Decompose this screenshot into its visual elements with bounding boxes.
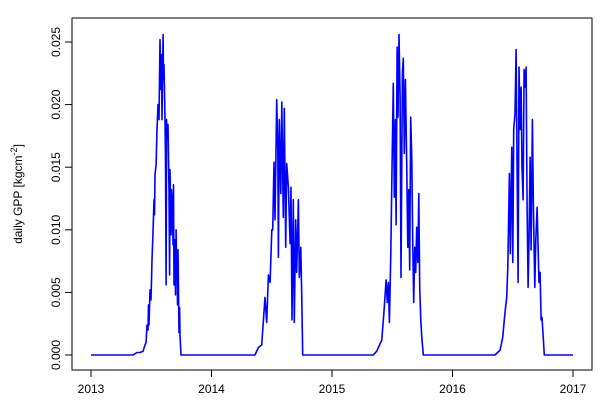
x-tick-label: 2015 bbox=[319, 382, 346, 396]
x-tick-label: 2017 bbox=[560, 382, 587, 396]
y-axis: 0.000 0.005 0.010 0.015 0.020 0.025 bbox=[49, 27, 73, 370]
y-axis-title: daily GPP [kgcm-2] bbox=[9, 144, 25, 244]
y-axis-title-close: ] bbox=[11, 144, 25, 147]
y-tick-label: 0.000 bbox=[49, 340, 63, 370]
x-axis: 2013 2014 2015 2016 2017 bbox=[78, 369, 587, 396]
y-tick-label: 0.015 bbox=[49, 152, 63, 182]
series-group bbox=[91, 33, 573, 356]
x-tick-label: 2016 bbox=[439, 382, 466, 396]
y-tick-label: 0.020 bbox=[49, 89, 63, 119]
gpp-series-line bbox=[91, 33, 573, 356]
x-tick-label: 2013 bbox=[78, 382, 105, 396]
y-tick-label: 0.005 bbox=[49, 277, 63, 307]
y-tick-label: 0.010 bbox=[49, 214, 63, 244]
y-tick-label: 0.025 bbox=[49, 27, 63, 57]
y-axis-title-superscript: -2 bbox=[9, 147, 19, 155]
y-axis-title-text: daily GPP [kgcm bbox=[11, 155, 25, 243]
x-tick-label: 2014 bbox=[198, 382, 225, 396]
